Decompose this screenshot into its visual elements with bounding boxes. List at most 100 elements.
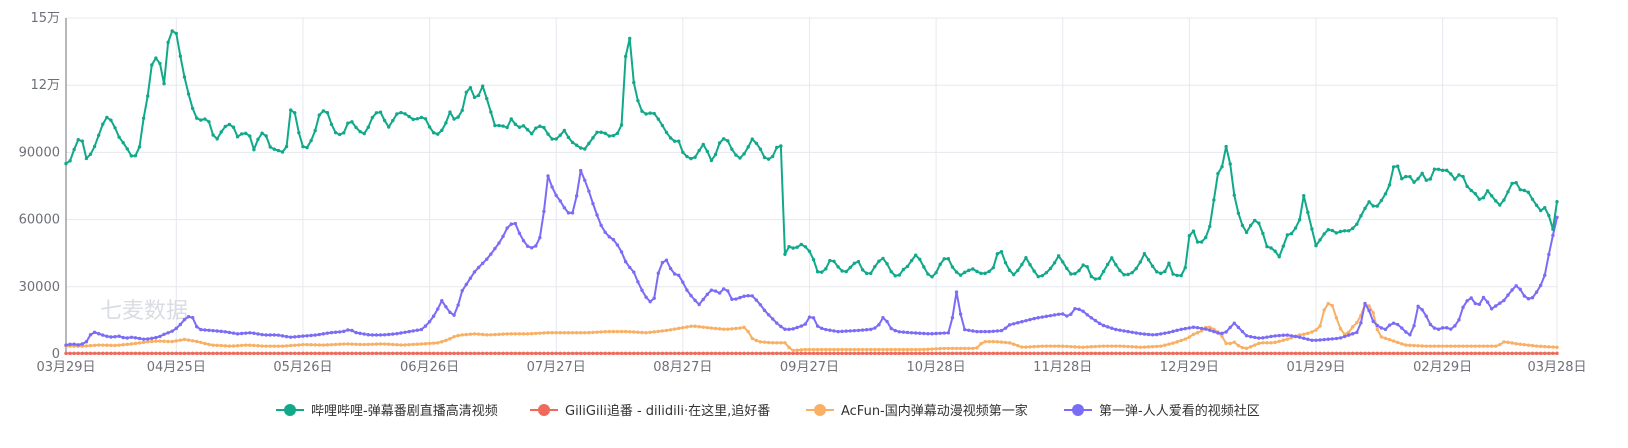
data-point (260, 351, 264, 356)
data-point (399, 351, 403, 356)
data-point (721, 327, 726, 331)
data-point (505, 351, 509, 356)
legend-item[interactable]: GiliGili追番 - dilidili·在这里,追好番 (530, 403, 770, 419)
data-point (444, 305, 448, 309)
data-point (309, 351, 313, 356)
legend-item[interactable]: AcFun-国内弹幕动漫视频第一家 (806, 403, 1028, 419)
data-point (1289, 351, 1294, 356)
data-point (1477, 344, 1482, 348)
data-point (672, 139, 677, 143)
data-point (456, 351, 460, 356)
data-point (1069, 312, 1073, 316)
data-point (1355, 351, 1359, 356)
data-point (1404, 330, 1408, 334)
data-point (1073, 306, 1077, 311)
data-point (509, 351, 513, 356)
data-point (1334, 231, 1339, 235)
data-point (1449, 172, 1453, 176)
data-point (1236, 351, 1241, 356)
data-point (697, 148, 701, 153)
data-point (125, 147, 129, 151)
data-point (607, 329, 611, 334)
data-point (619, 329, 624, 334)
data-point (186, 338, 191, 342)
series-line (65, 169, 1558, 347)
data-point (832, 329, 836, 333)
data-point (215, 343, 219, 348)
data-point (501, 124, 505, 128)
data-point (517, 231, 522, 235)
legend[interactable]: 哔哩哔哩-弹幕番剧直播高清视频 GiliGili追番 - dilidili·在这里… (276, 403, 1260, 419)
data-point (178, 322, 183, 327)
data-point (440, 128, 444, 133)
data-point (1306, 337, 1310, 341)
data-point (815, 324, 820, 328)
data-point (178, 54, 183, 58)
data-point (1036, 351, 1040, 356)
data-point (1375, 327, 1379, 332)
data-point (1351, 332, 1355, 336)
data-point (1253, 218, 1257, 223)
data-point (1302, 351, 1306, 356)
data-point (391, 342, 395, 347)
data-point (415, 328, 419, 332)
data-point (811, 316, 816, 320)
data-point (877, 351, 881, 356)
data-point (190, 351, 195, 356)
data-point (962, 327, 967, 332)
data-point (730, 147, 734, 151)
data-point (762, 308, 767, 313)
data-point (1150, 351, 1155, 356)
data-point (436, 132, 440, 136)
data-point (325, 343, 330, 347)
data-point (1044, 314, 1049, 319)
data-point (1326, 228, 1330, 232)
data-point (1040, 315, 1045, 319)
x-tick-label: 11月28日 (1033, 360, 1092, 375)
data-point (84, 156, 89, 161)
data-point (1024, 351, 1028, 356)
data-point (1167, 342, 1171, 346)
data-point (1355, 222, 1359, 226)
data-point (272, 344, 277, 348)
data-point (366, 342, 370, 347)
data-point (190, 106, 195, 111)
data-point (517, 351, 522, 356)
data-point (154, 56, 158, 60)
legend-item[interactable]: 第一弹-人人爱看的视频社区 (1064, 403, 1260, 419)
data-point (1003, 261, 1008, 265)
data-point (979, 351, 983, 356)
data-point (1428, 344, 1433, 348)
data-point (599, 130, 603, 134)
data-point (374, 111, 379, 115)
legend-item[interactable]: 哔哩哔哩-弹幕番剧直播高清视频 (276, 403, 498, 419)
data-point (619, 250, 624, 254)
data-point (260, 332, 264, 337)
data-point (378, 351, 383, 356)
data-point (1228, 341, 1232, 346)
data-point (738, 156, 742, 160)
data-point (476, 93, 481, 98)
data-point (938, 346, 942, 351)
data-point (1334, 336, 1339, 341)
data-point (92, 343, 97, 348)
data-point (440, 340, 444, 344)
legend-marker-icon (538, 404, 550, 416)
data-point (1543, 206, 1547, 210)
data-point (897, 351, 902, 356)
data-point (1167, 351, 1171, 356)
data-point (158, 351, 162, 356)
data-point (387, 342, 391, 346)
data-point (350, 342, 354, 346)
data-point (358, 331, 362, 336)
data-point (869, 271, 873, 276)
data-point (1551, 227, 1555, 231)
data-point (1012, 342, 1016, 346)
data-point (1114, 327, 1118, 332)
data-point (1522, 294, 1527, 298)
data-point (321, 109, 326, 113)
data-point (758, 340, 763, 344)
data-point (1440, 168, 1445, 173)
data-point (342, 351, 346, 356)
data-point (76, 343, 80, 347)
